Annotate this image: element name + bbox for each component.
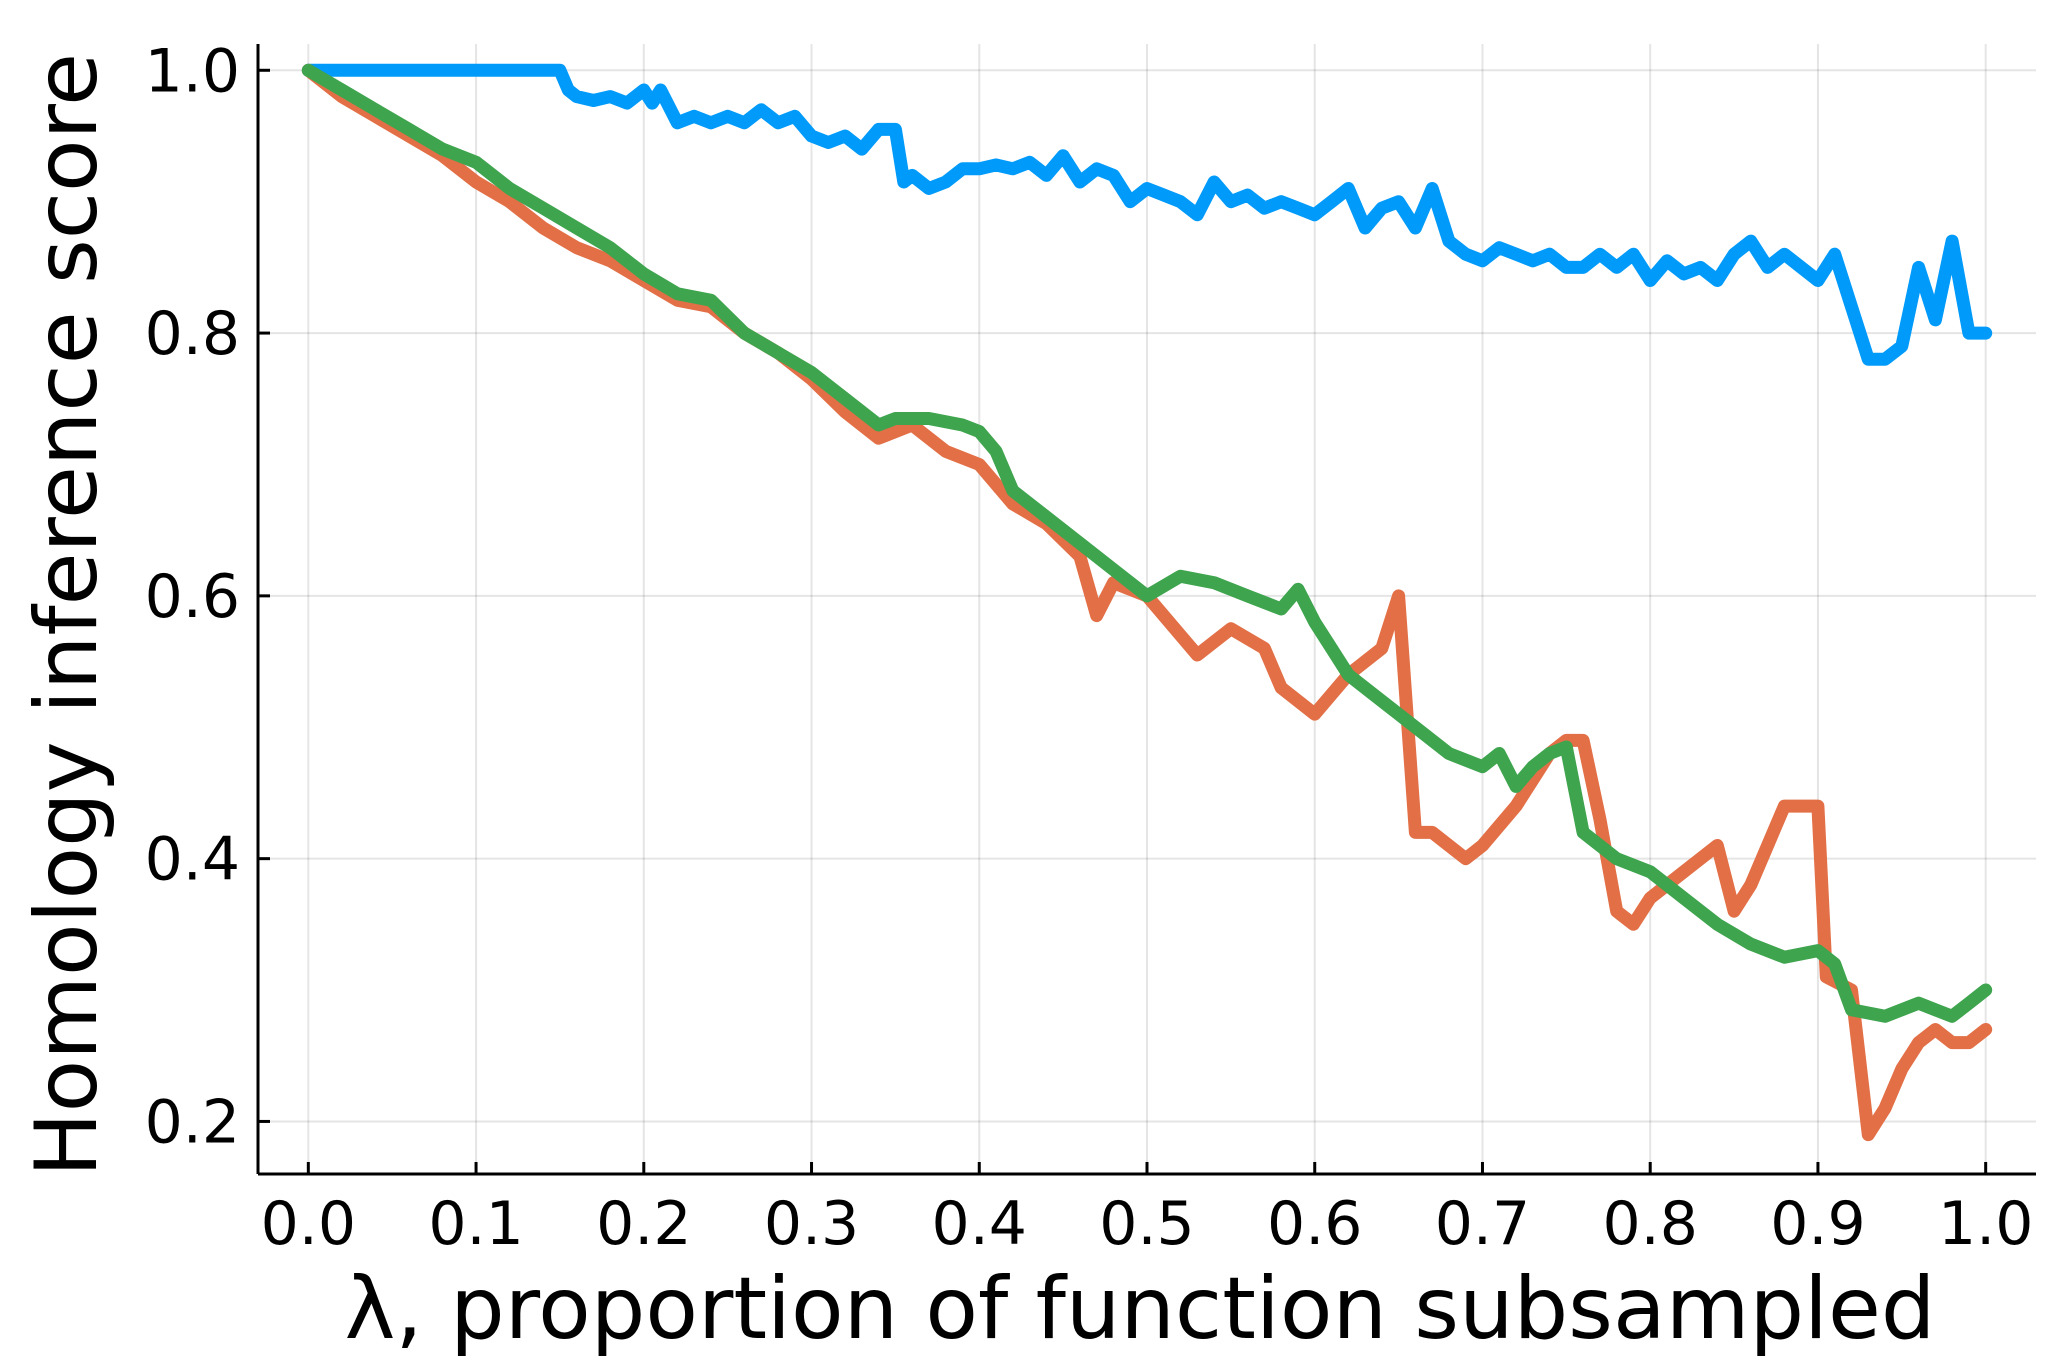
series-line-1	[301, 63, 1993, 366]
y-axis-label: Homology inference score	[17, 53, 117, 1177]
x-tick-label: 0.4	[932, 1189, 1027, 1259]
x-tick-label: 1.0	[1938, 1189, 2033, 1259]
x-tick-label: 0.7	[1435, 1189, 1530, 1259]
tick-label-layer: 0.0 0.1 0.2 0.3 0.4 0.5 0.6 0.7 0.8 0.9 1.0 0.2 0.4 0…	[145, 36, 2034, 1259]
axes-layer	[256, 44, 2036, 1176]
x-tick-label: 0.0	[261, 1189, 356, 1259]
x-tick-label: 0.9	[1770, 1189, 1865, 1259]
x-tick-label: 0.5	[1099, 1189, 1194, 1259]
y-tick-label: 0.2	[145, 1087, 240, 1157]
y-tick-label: 0.4	[145, 825, 240, 895]
x-axis-label: λ, proportion of function subsampled	[345, 1259, 1936, 1359]
x-tick-label: 0.1	[428, 1189, 523, 1259]
x-tick-label: 0.3	[764, 1189, 859, 1259]
series-line-3	[301, 63, 1993, 1023]
x-tick-label: 0.6	[1267, 1189, 1362, 1259]
series-layer	[301, 63, 1993, 1142]
y-tick-label: 0.6	[145, 562, 240, 632]
x-tick-label: 0.2	[596, 1189, 691, 1259]
y-tick-label: 1.0	[145, 36, 240, 106]
y-tick-label: 0.8	[145, 299, 240, 369]
x-tick-label: 0.8	[1602, 1189, 1697, 1259]
